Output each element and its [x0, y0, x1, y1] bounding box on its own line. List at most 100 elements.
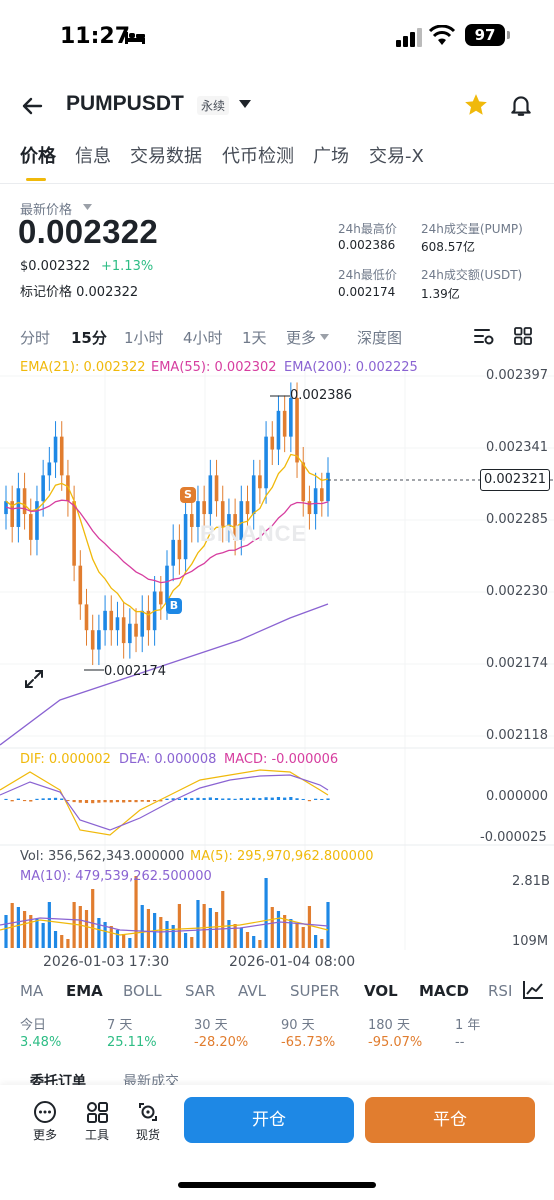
candle-body: [121, 617, 126, 644]
candle-body: [72, 501, 76, 566]
indicator-ema[interactable]: EMA: [66, 982, 103, 1000]
mark-price: 标记价格 0.002322: [20, 285, 139, 300]
timeframe-1h[interactable]: 1小时: [124, 329, 164, 347]
open-position-button[interactable]: 开仓: [184, 1097, 354, 1143]
depth-chart-tab[interactable]: 深度图: [357, 329, 403, 347]
macd-bar: [22, 800, 27, 802]
perpetual-tag: 永续: [197, 96, 230, 115]
macd-bar: [47, 798, 51, 800]
timeframe-4h[interactable]: 4小时: [183, 329, 223, 347]
timeframe-15m[interactable]: 15分: [71, 329, 107, 347]
tools-button[interactable]: 工具: [77, 1097, 117, 1143]
indicator-boll[interactable]: BOLL: [123, 982, 162, 1000]
indicator-super[interactable]: SUPER: [290, 982, 340, 1000]
chevron-down-icon[interactable]: [320, 334, 329, 340]
tab-token-check[interactable]: 代币检测: [222, 146, 294, 167]
volume-bar: [289, 919, 293, 948]
volume-bar: [214, 912, 219, 948]
low-24h-value: 0.002174: [338, 285, 396, 299]
candle-body: [289, 397, 293, 437]
candlestick-chart[interactable]: [0, 355, 554, 955]
vol-legend: Vol: 356,562,343.000000: [20, 849, 185, 864]
layout-grid-icon[interactable]: [514, 327, 532, 345]
pair-title[interactable]: PUMPUSDT: [66, 92, 184, 115]
macd-bar: [134, 800, 138, 803]
indicator-vol[interactable]: VOL: [364, 982, 398, 1000]
macd-bar: [109, 800, 113, 803]
change-percent: +1.13%: [101, 259, 154, 274]
fullscreen-expand-icon[interactable]: [22, 667, 46, 691]
high-price-marker: 0.002386: [290, 388, 353, 403]
tab-square[interactable]: 广场: [313, 146, 349, 167]
favorite-star-icon[interactable]: [463, 92, 489, 118]
indicator-ma[interactable]: MA: [20, 982, 44, 1000]
macd-bar: [84, 800, 89, 804]
candle-body: [183, 514, 188, 560]
macd-bar: [245, 798, 250, 800]
candle-body: [214, 475, 219, 502]
price-axis-tick: 0.002174: [486, 656, 549, 671]
candle-body: [78, 565, 83, 605]
candle-body: [10, 501, 14, 527]
chart-settings-icon[interactable]: [522, 980, 544, 1000]
price-axis-tick: 0.002230: [486, 584, 549, 599]
low-24h-label: 24h最低价: [338, 268, 397, 282]
timeframe-more[interactable]: 更多: [286, 329, 317, 347]
candle-body: [326, 472, 330, 502]
volume-bar: [16, 907, 20, 948]
macd-legend: MACD: -0.000006: [224, 752, 339, 767]
volume-bar: [295, 923, 299, 948]
candle-body: [28, 514, 33, 540]
timeframe-1d[interactable]: 1天: [242, 329, 267, 347]
tab-trade-data[interactable]: 交易数据: [130, 146, 202, 167]
bell-icon[interactable]: [508, 92, 534, 118]
vol-ma5-line: [0, 917, 329, 936]
last-price-label[interactable]: 最新价格: [20, 203, 73, 218]
volume-bar: [29, 915, 33, 948]
tab-trade-x[interactable]: 交易-X: [369, 146, 424, 167]
back-arrow-icon[interactable]: [20, 94, 44, 118]
volume-bar: [202, 904, 206, 948]
buy-marker[interactable]: B: [166, 598, 182, 614]
candle-body: [47, 462, 52, 476]
macd-bar: [295, 798, 299, 800]
candle-body: [307, 501, 312, 515]
indicator-sar[interactable]: SAR: [185, 982, 216, 1000]
turnover-24h-label: 24h成交额(USDT): [421, 268, 523, 282]
macd-bar: [60, 798, 64, 800]
spot-button[interactable]: 现货: [128, 1097, 168, 1143]
macd-bar: [239, 798, 243, 800]
indicator-macd[interactable]: MACD: [419, 982, 469, 1000]
volume-bar: [171, 925, 175, 948]
indicator-settings-icon[interactable]: [474, 327, 494, 345]
candle-body: [251, 475, 256, 515]
candle-body: [59, 436, 64, 476]
indicator-rsi[interactable]: RSI: [488, 982, 513, 1000]
vol-axis-tick: 2.81B: [512, 874, 550, 889]
more-button[interactable]: 更多: [25, 1097, 65, 1143]
chevron-down-icon[interactable]: [83, 204, 92, 210]
candle-body: [177, 539, 182, 560]
volume-bar: [72, 902, 76, 948]
vol-ma10-line: [0, 917, 329, 933]
sell-marker[interactable]: S: [180, 487, 196, 503]
tab-info[interactable]: 信息: [75, 146, 111, 167]
tools-label: 工具: [84, 1128, 109, 1142]
macd-bar: [146, 800, 151, 802]
volume-bar: [165, 921, 169, 948]
close-position-button[interactable]: 平仓: [365, 1097, 535, 1143]
indicator-avl[interactable]: AVL: [238, 982, 266, 1000]
perf-value-30d: -28.20%: [194, 1035, 249, 1050]
ema55-legend: EMA(55): 0.002302: [151, 360, 277, 375]
chevron-down-icon[interactable]: [239, 100, 251, 109]
candle-body: [208, 475, 213, 515]
candle-body: [320, 488, 324, 502]
volume-bar: [307, 906, 312, 948]
macd-bar: [307, 800, 312, 802]
tab-price[interactable]: 价格: [20, 146, 56, 167]
timeframe-line[interactable]: 分时: [20, 329, 51, 347]
macd-bar: [159, 800, 163, 802]
volume-bar: [190, 937, 194, 948]
current-price-tag: 0.002321: [480, 469, 550, 491]
volume-bar: [140, 905, 144, 948]
